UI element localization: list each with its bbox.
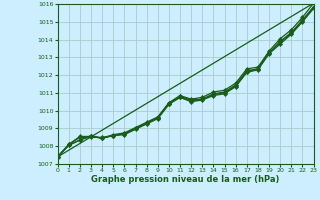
X-axis label: Graphe pression niveau de la mer (hPa): Graphe pression niveau de la mer (hPa)	[92, 175, 280, 184]
